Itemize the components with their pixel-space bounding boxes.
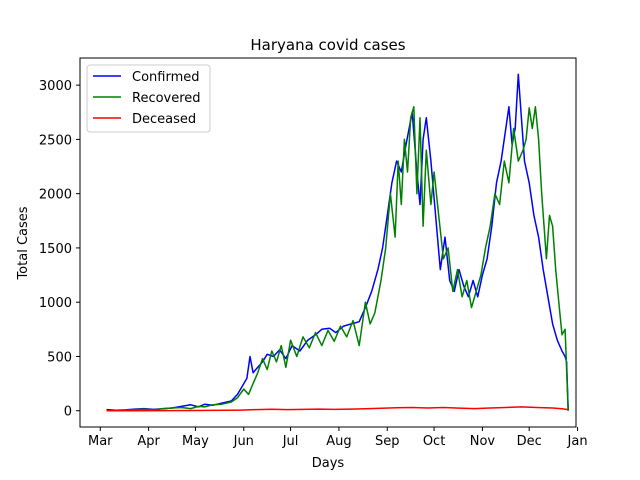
x-axis-label: Days [312,456,345,471]
legend-box [86,64,211,133]
x-tick-label: Jan [567,434,588,449]
series-line-deceased [106,406,569,412]
plot-frame [79,57,577,428]
legend-label-deceased: Deceased [132,112,196,127]
x-tick-label: May [182,434,209,449]
x-tick-label: Nov [470,434,496,449]
y-tick-label: 500 [47,350,72,365]
x-tick-label: Apr [137,434,160,449]
x-tick-label: Oct [423,434,445,449]
x-tick-label: Aug [326,434,351,449]
plot-lines [106,73,569,412]
x-tick-label: Jul [282,434,299,449]
chart-title: Haryana covid cases [250,36,405,54]
y-tick-label: 3000 [39,79,72,94]
legend-label-confirmed: Confirmed [132,70,200,85]
y-tick-label: 0 [64,405,72,420]
y-tick-label: 2500 [39,133,72,148]
legend-label-recovered: Recovered [132,91,201,106]
x-tick-label: Dec [517,434,542,449]
x-tick-label: Mar [88,434,113,449]
legend: Confirmed Recovered Deceased [86,64,211,133]
y-tick-label: 1000 [39,296,72,311]
series-line-confirmed [106,73,569,411]
x-tick-label: Jun [233,434,254,449]
y-tick-label: 1500 [39,242,72,257]
x-tick-label: Sep [375,434,400,449]
series-line-recovered [106,106,569,412]
y-tick-label: 2000 [39,188,72,203]
y-axis-ticks: 0 500 1000 1500 2000 2500 3000 [39,79,80,420]
y-axis-label: Total Cases [16,206,31,280]
x-axis-ticks: Mar Apr May Jun Jul Aug Sep Oct Nov Dec Jan [88,427,588,449]
